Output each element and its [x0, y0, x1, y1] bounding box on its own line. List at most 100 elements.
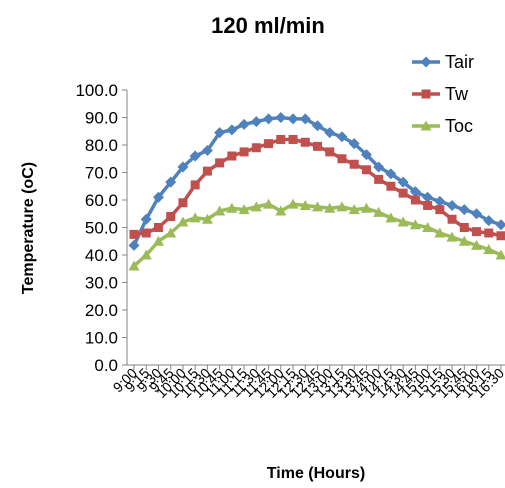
series-tw [129, 135, 505, 241]
data-point-toc [140, 249, 152, 260]
legend-label-toc: Toc [445, 116, 473, 136]
data-point-toc [263, 198, 275, 209]
data-point-tw [386, 181, 396, 191]
data-point-tw [472, 227, 482, 237]
data-point-tair [299, 113, 311, 125]
data-point-tw [337, 154, 347, 164]
data-point-toc [434, 227, 446, 238]
data-point-tw [398, 188, 408, 198]
data-point-tw [300, 137, 310, 147]
data-point-tw [215, 158, 225, 168]
data-point-tair [458, 204, 470, 216]
data-point-tair [214, 127, 226, 139]
legend-marker-tw [421, 89, 431, 99]
data-point-tw [288, 135, 298, 144]
data-point-tair [324, 127, 336, 139]
data-point-toc [299, 200, 311, 210]
legend: Tair Tw Toc [412, 52, 474, 136]
legend-item-tair: Tair [412, 52, 474, 72]
data-point-toc [312, 201, 323, 212]
data-point-tair [152, 191, 164, 203]
legend-label-tw: Tw [445, 84, 469, 104]
data-point-toc [336, 201, 348, 212]
y-tick-label: 30.0 [85, 274, 118, 293]
data-point-tair [177, 161, 189, 173]
legend-label-tair: Tair [445, 52, 474, 72]
data-point-tw [227, 151, 237, 161]
data-point-tw [178, 198, 188, 208]
data-point-tair [165, 176, 177, 188]
data-point-toc [214, 205, 226, 216]
data-point-tw [325, 147, 335, 157]
data-point-tair [483, 215, 495, 227]
data-point-tw [374, 174, 384, 184]
data-point-toc [226, 202, 238, 213]
data-point-tair [238, 118, 250, 130]
data-point-tw [484, 228, 494, 238]
y-tick-label: 20.0 [85, 301, 118, 320]
data-point-tw [264, 139, 274, 149]
data-point-tair [275, 112, 287, 123]
data-point-toc [152, 235, 164, 246]
legend-item-toc: Toc [412, 116, 473, 136]
data-point-tw [166, 212, 176, 221]
data-point-tw [313, 141, 322, 151]
y-tick-label: 80.0 [85, 136, 118, 155]
data-point-tair [495, 219, 505, 231]
data-point-tair [360, 149, 372, 161]
y-tick-label: 10.0 [85, 329, 118, 348]
data-point-toc [165, 227, 177, 238]
data-point-tw [496, 231, 505, 241]
series-layer [128, 112, 505, 271]
data-point-tair [287, 113, 299, 125]
data-point-toc [250, 201, 262, 212]
data-point-toc [177, 216, 189, 227]
data-point-toc [360, 202, 372, 213]
series-line-tair [132, 115, 502, 247]
data-point-tw [459, 223, 469, 232]
data-point-tair [263, 113, 275, 125]
data-point-tair [312, 120, 323, 132]
data-point-toc [275, 205, 287, 216]
data-point-toc [397, 216, 409, 227]
y-tick-label: 60.0 [85, 191, 118, 210]
y-tick-label: 100.0 [75, 81, 118, 100]
y-tick-label: 0.0 [94, 356, 118, 375]
legend-marker-tair [420, 56, 432, 68]
data-point-tair [201, 145, 213, 156]
data-point-tair [348, 138, 360, 150]
data-point-toc [128, 260, 140, 271]
chart-title: 120 ml/min [211, 13, 325, 38]
data-point-tair [226, 124, 238, 136]
data-point-toc [287, 198, 299, 209]
data-point-tw [447, 214, 457, 224]
data-point-tair [140, 213, 152, 225]
data-point-toc [458, 235, 470, 246]
series-tair [128, 112, 505, 251]
data-point-toc [201, 213, 213, 224]
data-point-tw [129, 229, 139, 239]
data-point-toc [446, 231, 458, 242]
y-tick-label: 70.0 [85, 164, 118, 183]
series-toc [128, 198, 505, 271]
data-point-tair [471, 208, 483, 220]
data-point-toc [422, 222, 434, 232]
x-axis-label: Time (Hours) [267, 465, 365, 482]
data-point-toc [471, 239, 483, 250]
legend-marker-toc [420, 120, 432, 131]
data-point-tw [410, 195, 420, 205]
y-axis-label: Temperature (oC) [20, 162, 37, 294]
data-point-tair [422, 191, 434, 203]
data-point-tw [435, 205, 445, 215]
data-point-tair [373, 161, 385, 173]
y-axis-ticks: 0.0 10.0 20.0 30.0 40.0 50.0 60.0 70.0 80.0 90.0 1… [75, 81, 127, 375]
data-point-tw [141, 228, 151, 238]
data-point-tw [153, 223, 163, 232]
data-point-tair [446, 200, 458, 211]
data-point-tair [385, 168, 397, 180]
data-point-tw [361, 165, 371, 175]
data-point-toc [483, 244, 495, 254]
data-point-tair [128, 239, 140, 251]
data-point-tw [349, 159, 359, 169]
